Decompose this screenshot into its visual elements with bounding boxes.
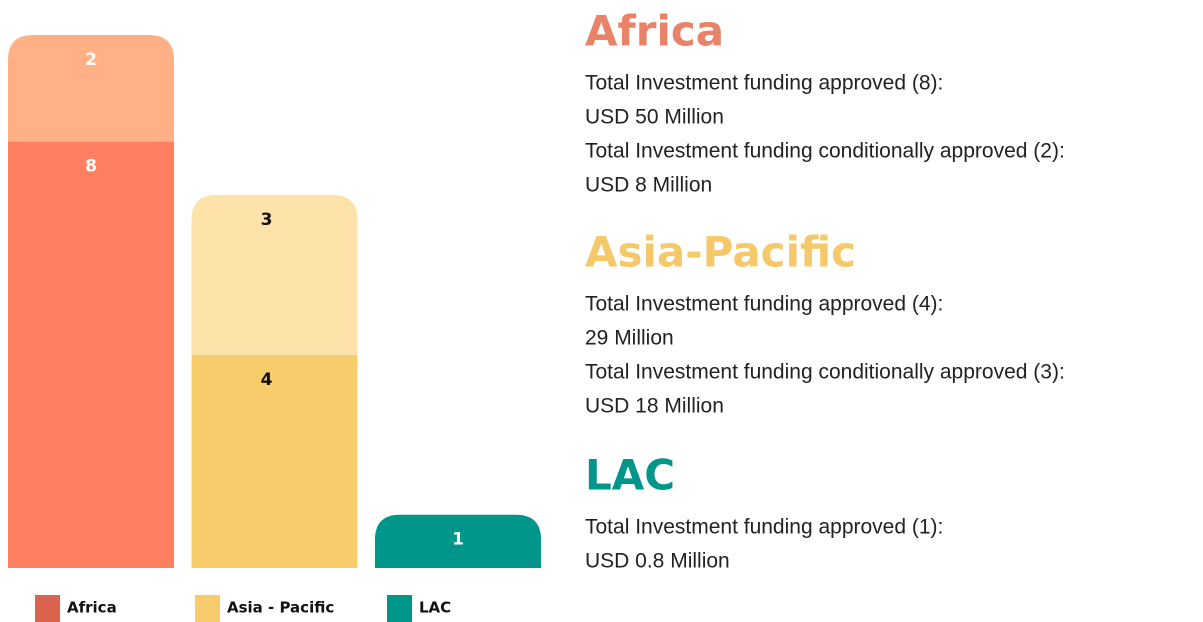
legend-swatch <box>195 595 220 622</box>
bar-segment <box>191 354 358 568</box>
legend-label: Asia - Pacific <box>227 599 334 617</box>
section-line: 29 Million <box>585 327 674 350</box>
bar-segment <box>191 194 358 355</box>
bar-segment <box>8 35 174 142</box>
bar-segment <box>8 141 174 568</box>
section-title: LAC <box>585 451 675 500</box>
legend-label: LAC <box>419 599 451 617</box>
value-label: 8 <box>85 157 97 177</box>
section-line: Total Investment funding approved (4): <box>585 293 943 316</box>
section-line: USD 0.8 Million <box>585 550 730 573</box>
section-title: Asia-Pacific <box>585 228 856 277</box>
legend-swatch <box>387 595 412 622</box>
value-label: 1 <box>452 530 464 550</box>
section-line: USD 50 Million <box>585 106 724 129</box>
bar-segment <box>375 514 541 568</box>
section-title: Africa <box>585 7 724 56</box>
legend-label: Africa <box>67 599 117 617</box>
section-line: Total Investment funding conditionally a… <box>585 140 1065 163</box>
value-label: 3 <box>261 210 273 230</box>
legend-swatch <box>35 595 60 622</box>
section-line: Total Investment funding conditionally a… <box>585 361 1065 384</box>
section-line: Total Investment funding approved (8): <box>585 72 943 95</box>
value-label: 2 <box>85 50 97 70</box>
section-line: Total Investment funding approved (1): <box>585 516 943 539</box>
section-line: USD 8 Million <box>585 174 712 197</box>
value-label: 4 <box>261 370 273 390</box>
section-line: USD 18 Million <box>585 395 724 418</box>
